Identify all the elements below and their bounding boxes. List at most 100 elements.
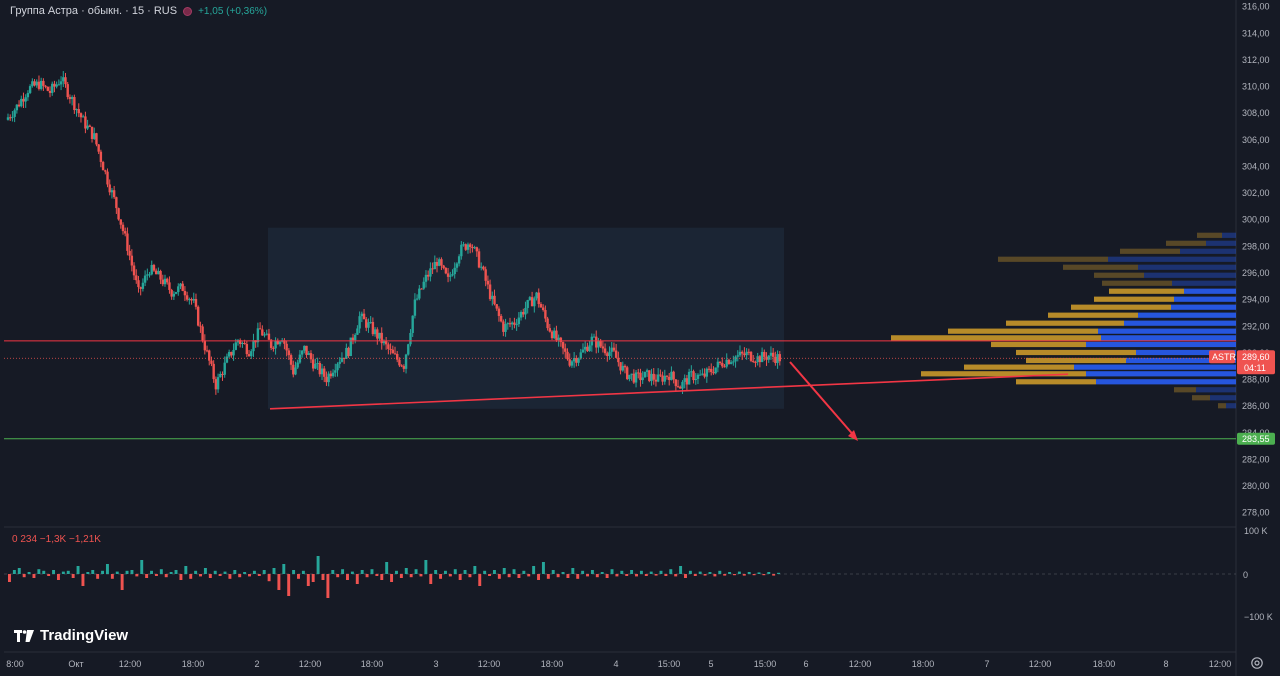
volume-profile-sell-bar	[1138, 312, 1236, 318]
volume-bar	[478, 574, 482, 586]
volume-bar	[404, 568, 408, 574]
volume-profile-buy-bar	[1166, 240, 1206, 246]
volume-bar	[390, 574, 394, 582]
candle-body	[606, 353, 609, 356]
candle-body	[214, 379, 218, 390]
candle-body	[579, 352, 582, 359]
candle-body	[519, 312, 523, 318]
candle-body	[230, 351, 233, 356]
candle-body	[444, 267, 448, 274]
candle-body	[212, 363, 215, 380]
volume-bar	[169, 572, 173, 574]
tradingview-logo[interactable]: TradingView	[14, 627, 128, 644]
candle-body	[645, 370, 649, 372]
candle-body	[610, 347, 613, 352]
volume-bar	[110, 574, 114, 579]
candle-body	[661, 375, 664, 382]
volume-profile-buy-bar	[991, 341, 1086, 348]
candle-body	[287, 350, 291, 356]
candle-body	[758, 356, 762, 363]
volume-bar	[688, 570, 692, 574]
candle-body	[154, 270, 158, 275]
down-arrow	[789, 361, 857, 439]
candle-body	[356, 328, 359, 335]
volume-bar	[448, 574, 452, 577]
volume-bar	[468, 574, 472, 578]
candle-body	[435, 261, 439, 266]
candle-body	[418, 288, 421, 299]
candle-body	[252, 340, 255, 352]
volume-profile-sell-bar	[1171, 304, 1236, 310]
candle-body	[148, 274, 151, 276]
x-tick-label: 12:00	[119, 659, 142, 669]
candle-body	[221, 373, 224, 375]
candle-body	[690, 371, 693, 373]
volume-bar	[439, 574, 443, 579]
volume-bar	[659, 570, 663, 574]
candle-body	[533, 298, 536, 307]
candle-body	[371, 321, 375, 335]
volume-profile-sell-bar	[1124, 320, 1236, 326]
candle-body	[769, 352, 773, 356]
candle-body	[539, 304, 543, 308]
candle-body	[174, 292, 178, 294]
volume-profile-sell-bar	[1138, 264, 1236, 270]
volume-profile-buy-bar	[1016, 379, 1096, 385]
volume-profile-buy-bar	[1192, 395, 1210, 401]
volume-bar	[458, 574, 462, 580]
symbol-title[interactable]: Группа Астра · обыкн. · 15 · RUS	[10, 5, 178, 17]
volume-bar	[52, 570, 56, 574]
volume-profile-buy-bar	[1048, 312, 1138, 318]
candle-body	[749, 351, 753, 361]
volume-bar	[752, 574, 756, 576]
volume-bar	[248, 574, 251, 577]
volume-bar	[336, 574, 340, 578]
volume-bar	[728, 572, 732, 574]
candle-body	[738, 351, 742, 356]
volume-bar	[561, 572, 565, 574]
settings-icon[interactable]	[1250, 656, 1264, 670]
candle-body	[51, 83, 54, 93]
candle-body	[239, 340, 242, 344]
candle-body	[272, 347, 275, 349]
volume-bar	[644, 574, 648, 576]
candle-body	[64, 77, 67, 85]
candle-body	[342, 357, 346, 359]
candle-body	[365, 319, 368, 328]
volume-bar	[742, 574, 746, 576]
volume-bar	[497, 574, 501, 579]
candle-body	[190, 299, 193, 301]
candle-body	[420, 288, 423, 290]
candle-body	[289, 355, 293, 365]
x-tick-label: 12:00	[1029, 659, 1052, 669]
candle-body	[292, 364, 295, 375]
volume-bar	[556, 574, 560, 578]
candle-body	[35, 81, 38, 86]
volume-profile-sell-bar	[1086, 341, 1236, 348]
volume-bar	[630, 570, 634, 574]
candle-body	[146, 274, 149, 276]
candle-body	[33, 81, 36, 86]
candle-body	[464, 244, 467, 250]
candle-body	[73, 97, 76, 111]
candle-body	[409, 332, 412, 345]
volume-bar	[620, 570, 624, 574]
candle-body	[553, 330, 556, 339]
candle-body	[643, 371, 647, 378]
candle-body	[181, 283, 184, 291]
candle-body	[311, 359, 315, 369]
volume-profile-sell-bar	[1101, 335, 1236, 341]
candle-body	[143, 275, 147, 283]
candle-body	[754, 361, 757, 363]
candle-body	[141, 282, 145, 289]
candle-body	[307, 353, 310, 355]
y-tick-label: 298,00	[1242, 241, 1270, 251]
candle-body	[530, 297, 534, 307]
candle-body	[462, 244, 465, 246]
candle-body	[329, 373, 333, 377]
volume-bar	[159, 569, 163, 574]
volume-bar	[27, 572, 31, 574]
candle-body	[157, 270, 160, 275]
candle-body	[632, 373, 636, 383]
